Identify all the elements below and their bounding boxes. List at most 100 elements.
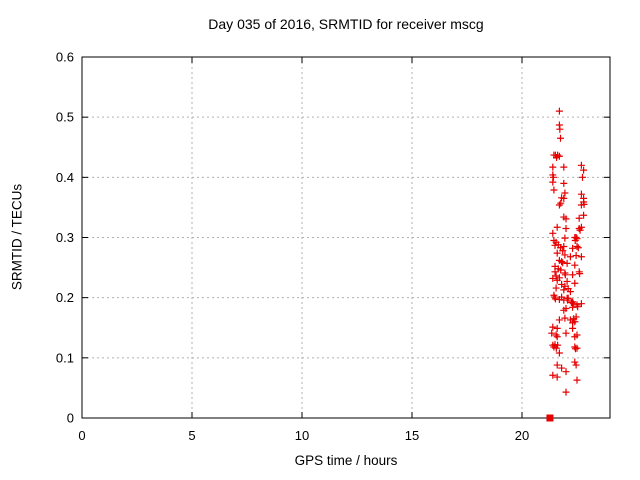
y-axis-label: SRMTID / TECUs [9, 183, 25, 291]
data-point-plus [574, 303, 582, 311]
y-tick-label: 0 [67, 411, 74, 426]
data-point-plus [563, 277, 571, 285]
data-point-plus [560, 296, 568, 304]
y-tick-label: 0.1 [56, 350, 74, 365]
data-point-plus [549, 178, 557, 186]
x-tick-label: 20 [515, 428, 529, 443]
data-point-plus [549, 371, 557, 379]
data-point-plus [549, 274, 557, 282]
data-point-plus [569, 244, 577, 252]
data-point-plus [553, 324, 561, 332]
data-point-plus [555, 152, 563, 160]
data-point-plus [561, 271, 569, 279]
data-point-plus [551, 295, 559, 303]
y-tick-label: 0.2 [56, 290, 74, 305]
data-point-plus [573, 376, 581, 384]
data-point-plus [552, 344, 560, 352]
data-point-plus [566, 253, 574, 261]
data-point-plus [573, 331, 581, 339]
data-point-plus [556, 125, 564, 133]
data-point-plus [560, 243, 568, 251]
y-tick-label: 0.5 [56, 110, 74, 125]
data-point-plus [554, 341, 562, 349]
data-point-plus [564, 285, 572, 293]
data-point-plus [577, 223, 585, 231]
data-point-plus [558, 258, 566, 266]
data-point-plus [577, 253, 585, 261]
data-point-plus [562, 368, 570, 376]
data-point-plus [571, 261, 579, 269]
y-tick-label: 0.3 [56, 230, 74, 245]
data-point-plus [572, 234, 580, 241]
data-point-plus [573, 243, 581, 251]
data-point-plus [562, 215, 570, 223]
data-point-plus [560, 286, 568, 294]
data-point-plus [548, 329, 556, 337]
data-point-plus [560, 194, 568, 202]
data-point-plus [571, 279, 579, 287]
data-point-plus [553, 223, 561, 231]
x-tick-label: 0 [78, 428, 85, 443]
data-point-square [546, 414, 554, 422]
data-point-plus [562, 388, 570, 396]
data-point-plus [564, 294, 572, 302]
data-point-plus [559, 247, 567, 255]
data-point-plus [549, 229, 557, 237]
data-point-plus [580, 211, 588, 219]
plot-border [81, 56, 611, 419]
data-point-plus [553, 249, 561, 257]
data-point-plus [571, 345, 579, 353]
data-point-plus [561, 314, 569, 322]
data-point-plus [553, 276, 561, 284]
data-point-plus [575, 214, 583, 222]
data-point-plus [555, 107, 563, 115]
data-point-plus [552, 331, 560, 339]
data-point-plus [571, 358, 579, 366]
data-point-plus [560, 163, 568, 171]
x-axis-label: GPS time / hours [294, 453, 398, 468]
data-point-plus [557, 266, 565, 274]
data-point-plus [577, 161, 585, 169]
data-point-plus [557, 199, 565, 207]
data-point-plus [551, 241, 559, 249]
data-point-plus [571, 237, 579, 245]
data-point-plus [561, 189, 569, 197]
data-point-plus [569, 303, 577, 311]
data-point-plus [552, 284, 560, 292]
chart-title: Day 035 of 2016, SRMTID for receiver msc… [208, 16, 484, 32]
data-point-plus [580, 200, 588, 208]
data-point-plus [560, 179, 568, 187]
data-point-plus [576, 270, 584, 278]
data-point-plus [553, 361, 561, 369]
data-point-plus [551, 268, 559, 276]
data-point-plus [555, 316, 563, 324]
data-point-plus [549, 173, 557, 181]
data-point-plus [579, 173, 586, 181]
data-point-plus [568, 298, 575, 306]
data-point-plus [580, 166, 588, 174]
y-tick-label: 0.6 [56, 50, 74, 65]
y-tick-label: 0.4 [56, 170, 74, 185]
data-point-plus [555, 295, 563, 303]
data-point-plus [569, 271, 577, 279]
data-point-plus [569, 324, 577, 332]
data-point-plus [557, 134, 564, 142]
data-point-plus [553, 333, 561, 341]
data-point-plus [555, 349, 563, 357]
data-point-plus [572, 361, 580, 369]
data-point-plus [553, 373, 561, 381]
data-point-plus [577, 190, 585, 198]
data-point-plus [561, 234, 569, 242]
data-point-plus [550, 186, 558, 194]
data-point-plus [549, 163, 557, 171]
data-point-plus [574, 244, 582, 252]
data-point-plus [572, 313, 580, 321]
data-point-plus [558, 364, 566, 372]
x-tick-label: 10 [295, 428, 309, 443]
data-point-plus [563, 259, 571, 267]
data-point-plus [562, 224, 570, 232]
x-tick-label: 15 [405, 428, 419, 443]
data-point-plus [549, 323, 557, 331]
data-point-plus [562, 329, 570, 337]
